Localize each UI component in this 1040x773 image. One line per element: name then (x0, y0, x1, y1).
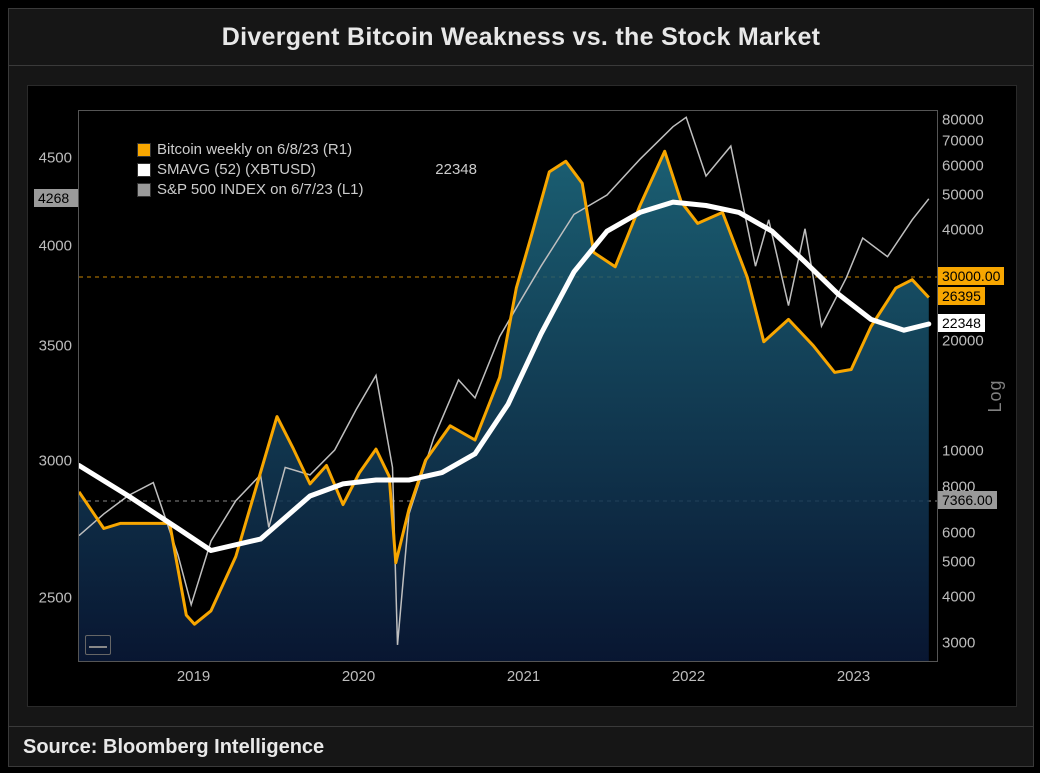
legend-item-sp500: S&P 500 INDEX on 6/7/23 (L1) (137, 180, 477, 200)
x-tick: 2021 (507, 668, 540, 685)
axis-scale-label: Log (985, 379, 1006, 412)
y-right-tick: 50000 (942, 186, 984, 203)
y-right-tick: 6000 (942, 524, 975, 541)
y-right-marker: 26395 (938, 287, 985, 305)
legend-label: S&P 500 INDEX on 6/7/23 (L1) (157, 180, 364, 200)
y-right-tick: 60000 (942, 157, 984, 174)
y-left-tick: 4000 (39, 238, 72, 255)
y-left-tick: 3500 (39, 338, 72, 355)
y-right-marker: 30000.00 (938, 267, 1004, 285)
y-right-tick: 10000 (942, 443, 984, 460)
x-tick: 2019 (177, 668, 210, 685)
legend-item-bitcoin: Bitcoin weekly on 6/8/23 (R1) (137, 140, 477, 160)
x-tick: 2022 (672, 668, 705, 685)
x-tick: 2020 (342, 668, 375, 685)
y-right-tick: 80000 (942, 111, 984, 128)
legend-item-smavg: SMAVG (52) (XBTUSD) 22348 (137, 160, 477, 180)
x-tick: 2023 (837, 668, 870, 685)
legend-value: 22348 (421, 160, 477, 180)
y-right-tick: 5000 (942, 553, 975, 570)
chart-frame: Divergent Bitcoin Weakness vs. the Stock… (8, 8, 1034, 767)
legend-swatch-bitcoin (137, 143, 151, 157)
y-right-tick: 40000 (942, 222, 984, 239)
legend-label: Bitcoin weekly on 6/8/23 (R1) (157, 140, 352, 160)
legend-swatch-smavg (137, 163, 151, 177)
y-left-tick: 2500 (39, 589, 72, 606)
y-left-current-marker: 4268 (34, 189, 78, 207)
y-right-tick: 3000 (942, 635, 975, 652)
legend-label: SMAVG (52) (XBTUSD) (157, 160, 316, 180)
y-right-tick: 4000 (942, 589, 975, 606)
legend: Bitcoin weekly on 6/8/23 (R1) SMAVG (52)… (131, 136, 483, 204)
plot-area: Bitcoin weekly on 6/8/23 (R1) SMAVG (52)… (78, 110, 938, 662)
y-right-marker: 7366.00 (938, 491, 997, 509)
y-right-marker: 22348 (938, 314, 985, 332)
y-left-tick: 4500 (39, 150, 72, 167)
y-right-tick: 70000 (942, 132, 984, 149)
chart-title: Divergent Bitcoin Weakness vs. the Stock… (9, 9, 1033, 66)
source-attribution: Source: Bloomberg Intelligence (9, 726, 1033, 766)
x-axis: 2019 2020 2021 2022 2023 (78, 662, 936, 692)
chart-settings-icon[interactable] (85, 635, 111, 655)
y-left-tick: 3000 (39, 453, 72, 470)
legend-swatch-sp500 (137, 183, 151, 197)
chart-container: Bitcoin weekly on 6/8/23 (R1) SMAVG (52)… (27, 85, 1017, 707)
y-right-tick: 20000 (942, 332, 984, 349)
